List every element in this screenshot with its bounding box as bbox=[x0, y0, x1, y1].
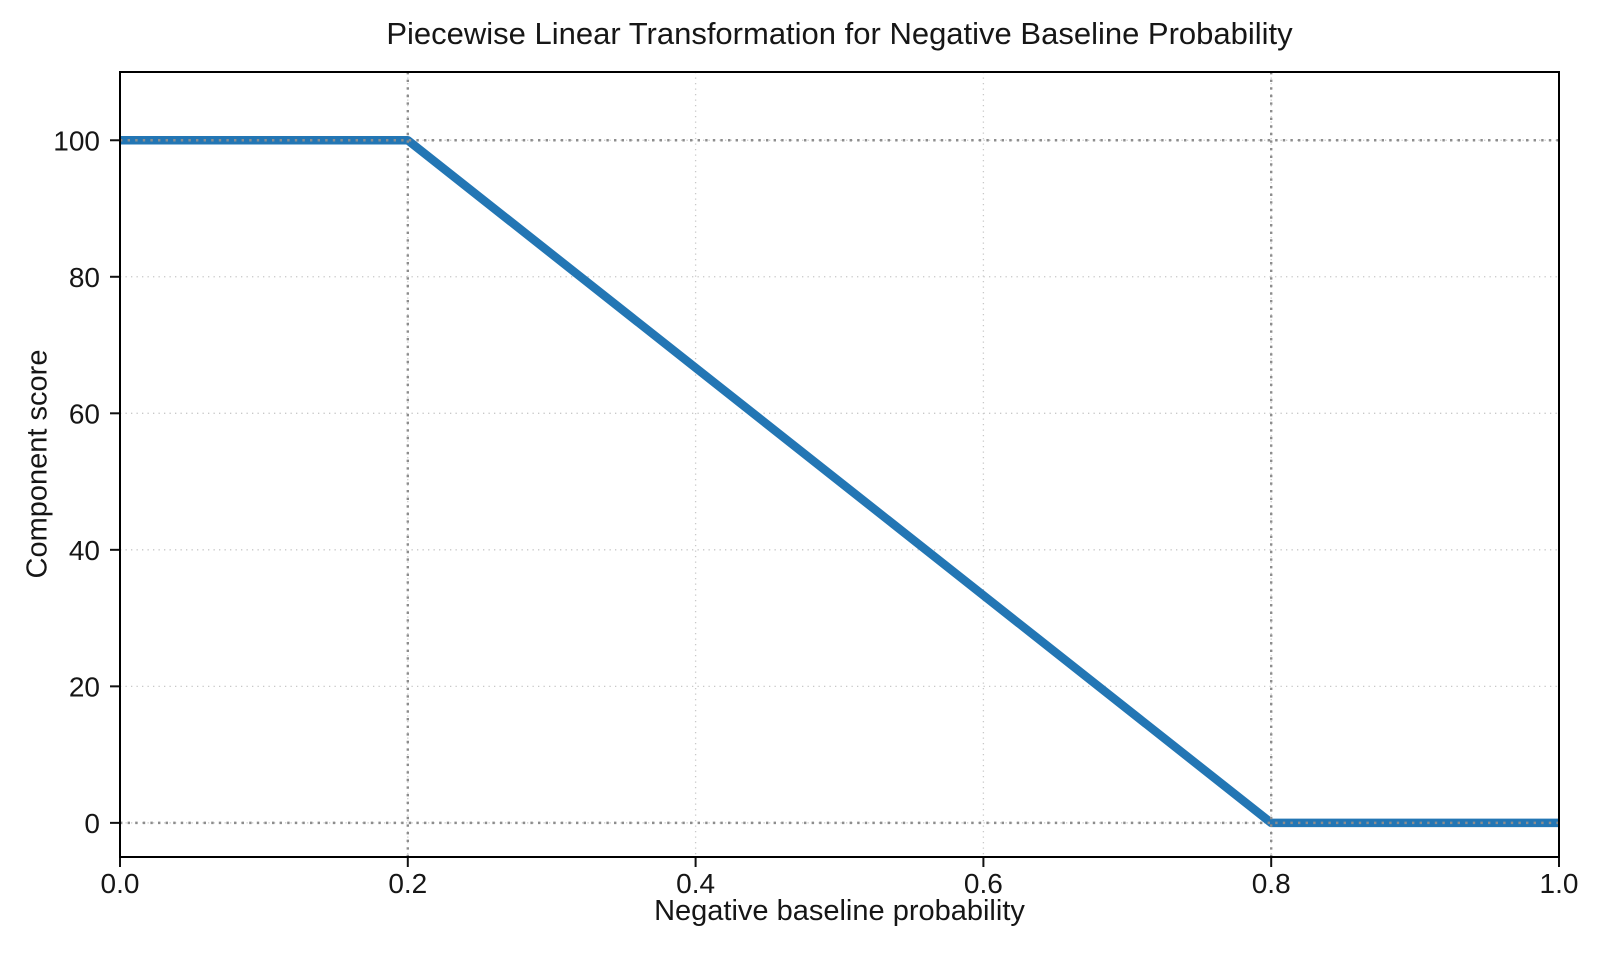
chart-title: Piecewise Linear Transformation for Nega… bbox=[386, 16, 1293, 51]
x-axis-label: Negative baseline probability bbox=[654, 895, 1025, 927]
y-tick-label: 20 bbox=[69, 671, 100, 702]
x-tick-label: 0.2 bbox=[388, 868, 427, 899]
y-tick-label: 60 bbox=[69, 398, 100, 429]
x-tick-label: 0.0 bbox=[101, 868, 140, 899]
x-tick-label: 0.8 bbox=[1252, 868, 1291, 899]
y-axis-label: Component score bbox=[21, 349, 54, 579]
x-tick-label: 0.6 bbox=[964, 868, 1003, 899]
axes-spines bbox=[119, 71, 1560, 858]
component-score-line bbox=[120, 136, 1559, 828]
x-tick-label: 1.0 bbox=[1540, 868, 1579, 899]
y-tick-label: 0 bbox=[84, 808, 100, 839]
x-tick-label: 0.4 bbox=[676, 868, 715, 899]
y-tick-label: 40 bbox=[69, 535, 100, 566]
y-tick-label: 100 bbox=[53, 125, 100, 156]
y-tick-label: 80 bbox=[69, 262, 100, 293]
